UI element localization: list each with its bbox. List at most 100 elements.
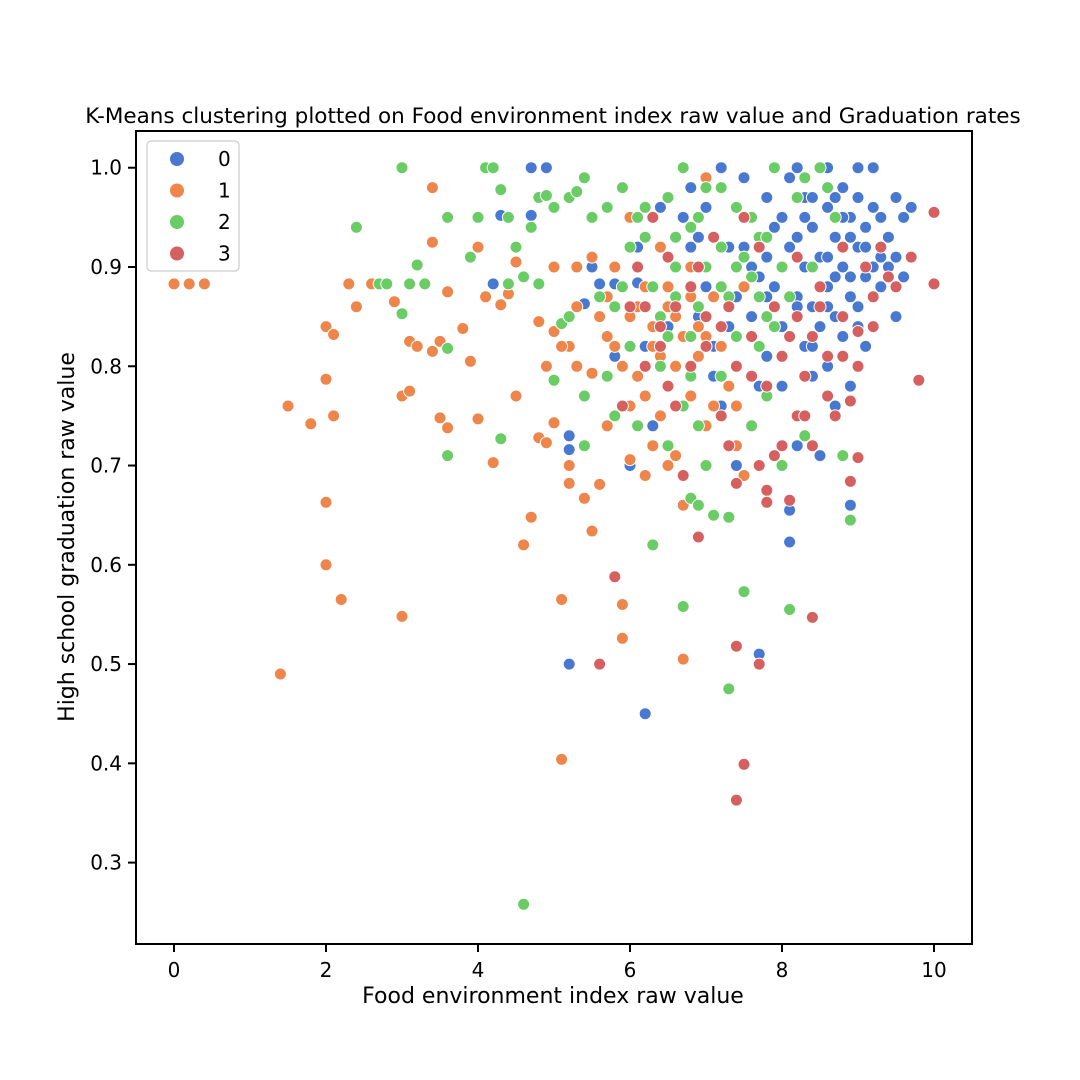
data-point-cluster-0 xyxy=(859,339,873,353)
data-point-cluster-2 xyxy=(714,181,728,195)
y-tick-label: 0.3 xyxy=(90,851,122,875)
data-point-cluster-2 xyxy=(783,290,797,304)
data-point-cluster-3 xyxy=(653,320,667,334)
data-point-cluster-2 xyxy=(722,682,736,696)
data-point-cluster-2 xyxy=(631,210,645,224)
data-point-cluster-3 xyxy=(775,439,789,453)
data-point-cluster-3 xyxy=(608,570,622,584)
data-point-cluster-3 xyxy=(859,260,873,274)
data-point-cluster-1 xyxy=(600,419,614,433)
data-point-cluster-2 xyxy=(699,181,713,195)
data-point-cluster-3 xyxy=(881,270,895,284)
data-point-cluster-2 xyxy=(760,230,774,244)
data-point-cluster-0 xyxy=(836,260,850,274)
data-point-cluster-2 xyxy=(577,439,591,453)
data-point-cluster-3 xyxy=(593,657,607,671)
x-tick-label: 6 xyxy=(624,958,637,982)
legend-label-0: 0 xyxy=(218,147,231,171)
data-point-cluster-0 xyxy=(889,191,903,204)
data-point-cluster-1 xyxy=(577,491,591,505)
data-point-cluster-1 xyxy=(646,439,660,453)
data-point-cluster-1 xyxy=(319,372,333,386)
points-layer xyxy=(167,161,941,911)
legend-label-2: 2 xyxy=(218,210,231,234)
data-point-cluster-2 xyxy=(676,161,690,175)
data-point-cluster-2 xyxy=(562,310,576,324)
data-point-cluster-1 xyxy=(342,277,356,291)
data-point-cluster-3 xyxy=(752,459,766,472)
legend-label-3: 3 xyxy=(218,242,231,266)
data-point-cluster-2 xyxy=(836,449,850,463)
data-point-cluster-0 xyxy=(593,277,607,291)
data-point-cluster-2 xyxy=(760,310,774,324)
data-point-cluster-3 xyxy=(836,310,850,324)
data-point-cluster-2 xyxy=(623,339,637,353)
data-point-cluster-2 xyxy=(729,200,743,214)
data-point-cluster-0 xyxy=(836,330,850,343)
y-tick-label: 0.7 xyxy=(90,454,122,478)
data-point-cluster-0 xyxy=(821,200,835,214)
data-point-cluster-1 xyxy=(593,477,607,491)
data-point-cluster-2 xyxy=(684,330,698,343)
data-point-cluster-3 xyxy=(676,469,690,482)
data-point-cluster-3 xyxy=(904,250,918,264)
data-point-cluster-0 xyxy=(828,230,842,244)
data-point-cluster-1 xyxy=(684,389,698,403)
data-point-cluster-3 xyxy=(722,439,736,453)
data-point-cluster-0 xyxy=(897,210,911,224)
data-point-cluster-2 xyxy=(585,210,599,224)
data-point-cluster-3 xyxy=(851,325,865,338)
data-point-cluster-2 xyxy=(494,432,508,446)
data-point-cluster-2 xyxy=(707,508,721,522)
data-point-cluster-0 xyxy=(889,250,903,264)
data-point-cluster-0 xyxy=(859,240,873,254)
data-point-cluster-0 xyxy=(881,230,895,244)
data-point-cluster-1 xyxy=(585,250,599,264)
data-point-cluster-2 xyxy=(349,220,363,234)
data-point-cluster-3 xyxy=(737,757,751,771)
data-point-cluster-3 xyxy=(737,210,751,224)
data-point-cluster-1 xyxy=(441,421,455,435)
data-point-cluster-3 xyxy=(669,399,683,413)
data-point-cluster-3 xyxy=(805,439,819,453)
data-point-cluster-1 xyxy=(615,598,629,611)
data-point-cluster-0 xyxy=(653,200,667,214)
data-point-cluster-0 xyxy=(783,171,797,185)
data-point-cluster-1 xyxy=(608,260,622,274)
data-point-cluster-2 xyxy=(691,419,705,433)
data-point-cluster-2 xyxy=(441,341,455,355)
data-point-cluster-1 xyxy=(197,277,211,291)
data-point-cluster-0 xyxy=(805,220,819,234)
data-point-cluster-0 xyxy=(767,220,781,234)
chart-title: K-Means clustering plotted on Food envir… xyxy=(85,104,1020,129)
data-point-cluster-0 xyxy=(828,191,842,204)
data-point-cluster-2 xyxy=(608,300,622,314)
data-point-cluster-0 xyxy=(889,310,903,324)
data-point-cluster-2 xyxy=(517,897,531,911)
data-point-cluster-1 xyxy=(486,456,500,470)
data-point-cluster-1 xyxy=(707,399,721,413)
data-point-cluster-3 xyxy=(729,639,743,653)
data-point-cluster-2 xyxy=(638,200,652,214)
data-point-cluster-0 xyxy=(843,290,857,304)
data-point-cluster-1 xyxy=(547,416,561,430)
data-point-cluster-3 xyxy=(851,451,865,465)
data-point-cluster-0 xyxy=(836,181,850,195)
data-point-cluster-3 xyxy=(714,320,728,334)
data-point-cluster-1 xyxy=(456,322,470,335)
data-point-cluster-0 xyxy=(676,210,690,224)
data-point-cluster-0 xyxy=(821,250,835,264)
data-point-cluster-2 xyxy=(600,369,614,383)
data-point-cluster-2 xyxy=(729,330,743,343)
data-point-cluster-1 xyxy=(555,593,569,606)
data-point-cluster-3 xyxy=(767,449,781,463)
data-point-cluster-3 xyxy=(790,250,804,264)
data-point-cluster-1 xyxy=(661,459,675,472)
data-point-cluster-0 xyxy=(805,191,819,204)
x-tick-label: 8 xyxy=(776,958,789,982)
data-point-cluster-0 xyxy=(851,300,865,314)
data-point-cluster-2 xyxy=(494,183,508,197)
y-tick-label: 0.5 xyxy=(90,652,122,676)
data-point-cluster-0 xyxy=(638,707,652,721)
data-point-cluster-3 xyxy=(783,493,797,507)
